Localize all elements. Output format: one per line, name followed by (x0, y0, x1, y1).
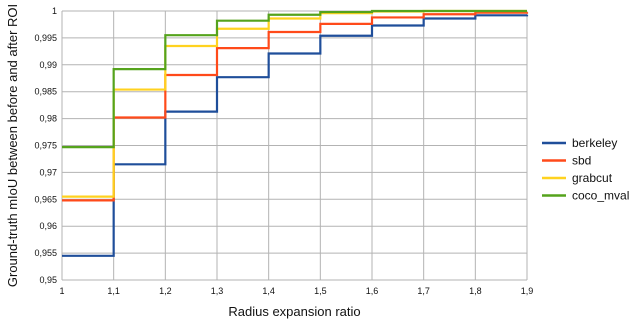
y-tick-label: 0,955 (34, 248, 57, 258)
x-tick-label: 1,7 (417, 286, 430, 296)
x-tick-label: 1,3 (211, 286, 224, 296)
series-line-coco_mval (62, 9, 527, 149)
x-tick-label: 1 (59, 286, 64, 296)
x-tick-label: 1,6 (366, 286, 379, 296)
series-line-sbd (62, 11, 529, 202)
series-lines (62, 9, 529, 257)
y-tick-label: 1 (52, 6, 57, 16)
y-tick-label: 0,975 (34, 141, 57, 151)
y-tick-label: 0,985 (34, 87, 57, 97)
legend: berkeley sbd grabcut coco_mval (542, 136, 629, 203)
y-tick-label: 0,96 (39, 221, 57, 231)
x-tick-label: 1,1 (107, 286, 120, 296)
x-tick-label: 1,8 (469, 286, 482, 296)
y-tick-label: 0,965 (34, 194, 57, 204)
axes (61, 11, 527, 281)
y-tick-label: 0,995 (34, 33, 57, 43)
y-tick-labels: 0,95 0,955 0,96 0,965 0,97 0,975 0,98 0,985 0,99… (34, 6, 57, 285)
x-tick-label: 1,9 (521, 286, 534, 296)
y-tick-label: 0,95 (39, 275, 57, 285)
y-tick-label: 0,97 (39, 167, 57, 177)
x-tick-label: 1,2 (159, 286, 172, 296)
y-axis-title: Ground-truth mIoU between before and aft… (5, 4, 20, 287)
y-tick-label: 0,99 (39, 60, 57, 70)
y-tick-label: 0,98 (39, 114, 57, 124)
series-line-berkeley (62, 14, 529, 257)
legend-label-coco_mval: coco_mval (572, 189, 629, 203)
x-tick-labels: 1 1,1 1,2 1,3 1,4 1,5 1,6 1,7 1,8 1,9 (59, 286, 533, 296)
legend-label-sbd: sbd (572, 154, 591, 168)
legend-label-berkeley: berkeley (572, 136, 617, 150)
x-tick-label: 1,5 (314, 286, 327, 296)
legend-label-grabcut: grabcut (572, 171, 613, 185)
x-tick-label: 1,4 (262, 286, 275, 296)
x-axis-title: Radius expansion ratio (228, 304, 360, 319)
